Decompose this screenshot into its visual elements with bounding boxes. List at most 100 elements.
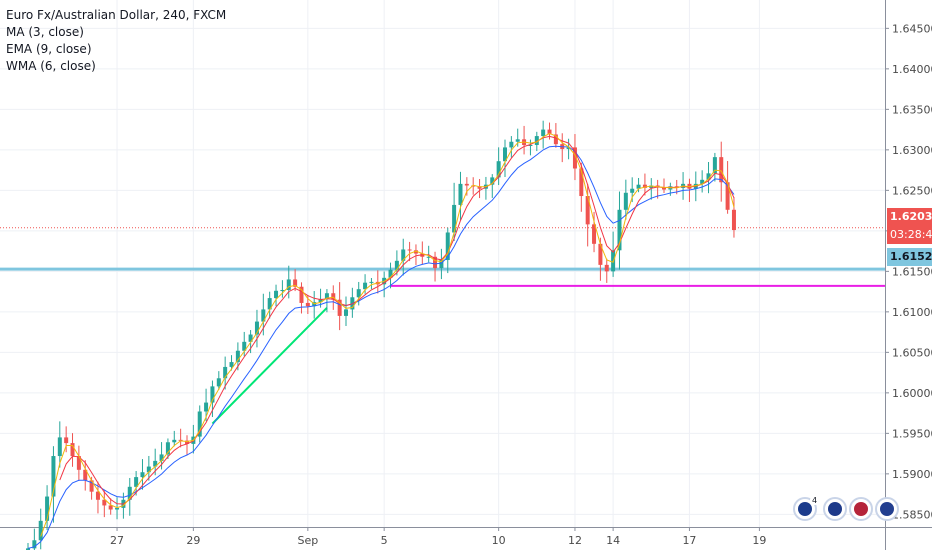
price-tick-label-3: 1.63000 bbox=[892, 144, 932, 157]
candle-body-69 bbox=[464, 183, 469, 186]
candle-body-66 bbox=[445, 232, 450, 261]
candle-body-97 bbox=[642, 184, 647, 188]
candle-body-67 bbox=[452, 204, 457, 233]
candle-body-80 bbox=[534, 136, 539, 145]
time-tick-label-5: 12 bbox=[568, 534, 582, 547]
candle-body-30 bbox=[216, 378, 221, 387]
candle-body-5 bbox=[57, 437, 62, 457]
candle-body-6 bbox=[64, 437, 69, 444]
candle-body-74 bbox=[496, 161, 501, 178]
candle-body-23 bbox=[172, 439, 177, 443]
candle-body-59 bbox=[401, 249, 406, 261]
candle-body-36 bbox=[254, 321, 259, 335]
candle-body-18 bbox=[140, 472, 145, 478]
time-tick-label-2: Sep bbox=[297, 534, 318, 547]
candle-body-75 bbox=[503, 147, 507, 162]
candle-body-2 bbox=[38, 520, 43, 541]
candle-body-94 bbox=[623, 192, 628, 210]
time-tick-label-0: 27 bbox=[110, 534, 124, 547]
candle-body-19 bbox=[146, 466, 151, 473]
price-tick-label-11: 1.59000 bbox=[892, 468, 932, 481]
time-tick-label-8: 19 bbox=[752, 534, 766, 547]
candle-body-95 bbox=[630, 188, 635, 193]
candle-body-17 bbox=[134, 477, 139, 487]
price-tick-label-7: 1.61000 bbox=[892, 306, 932, 319]
candle-body-86 bbox=[572, 147, 577, 169]
candle-body-31 bbox=[223, 366, 228, 379]
event-flag-aud-icon[interactable] bbox=[823, 497, 847, 521]
candle-body-14 bbox=[115, 507, 120, 510]
candle-body-109 bbox=[719, 157, 724, 183]
legend-title[interactable]: Euro Fx/Australian Dollar, 240, FXCM bbox=[6, 8, 227, 22]
candle-body-82 bbox=[547, 129, 552, 135]
candle-body-89 bbox=[592, 224, 597, 244]
candle-body-96 bbox=[636, 184, 641, 189]
legend-ema[interactable]: EMA (9, close) bbox=[6, 42, 92, 56]
candle-body-21 bbox=[159, 454, 164, 461]
candle-body-63 bbox=[426, 256, 431, 258]
candle-body-108 bbox=[712, 157, 717, 174]
candle-body-28 bbox=[204, 402, 209, 412]
candle-body-38 bbox=[267, 298, 272, 310]
price-tick-label-12: 1.58500 bbox=[892, 508, 932, 521]
candle-body-106 bbox=[700, 179, 705, 184]
event-flag-aud-icon-2[interactable] bbox=[849, 497, 873, 521]
candle-body-53 bbox=[363, 282, 368, 290]
candle-body-35 bbox=[248, 334, 253, 342]
candle-body-83 bbox=[553, 134, 558, 145]
candle-body-33 bbox=[235, 350, 240, 363]
time-tick-label-6: 14 bbox=[606, 534, 620, 547]
price-tick-label-2: 1.63500 bbox=[892, 103, 932, 116]
event-flag-eur-icon[interactable]: 4 bbox=[793, 496, 820, 521]
candle-body-10 bbox=[89, 480, 94, 492]
candle-body-13 bbox=[108, 505, 113, 510]
event-count-badge: 4 bbox=[810, 496, 820, 505]
candle-body-1 bbox=[32, 540, 37, 549]
event-flag-aud-icon-3[interactable] bbox=[875, 497, 899, 521]
candle-body-46 bbox=[318, 298, 323, 303]
candle-body-111 bbox=[731, 209, 736, 231]
candle-body-71 bbox=[477, 186, 482, 189]
last-price-tag: 1.62038 bbox=[887, 208, 932, 226]
candle-body-47 bbox=[324, 293, 329, 299]
candle-body-68 bbox=[458, 183, 463, 205]
candle-body-50 bbox=[344, 309, 348, 316]
candle-body-44 bbox=[305, 302, 310, 307]
candle-body-87 bbox=[579, 168, 584, 197]
candle-body-100 bbox=[662, 187, 666, 190]
candle-body-91 bbox=[604, 264, 609, 272]
legend-ma[interactable]: MA (3, close) bbox=[6, 25, 84, 39]
candle-body-25 bbox=[185, 440, 189, 444]
candle-body-32 bbox=[229, 362, 234, 367]
candle-body-79 bbox=[528, 144, 533, 146]
candle-body-22 bbox=[165, 442, 170, 455]
legend-wma[interactable]: WMA (6, close) bbox=[6, 59, 96, 73]
candle-body-70 bbox=[471, 185, 476, 187]
candle-body-73 bbox=[490, 177, 495, 185]
candle-body-3 bbox=[45, 496, 50, 521]
candle-body-77 bbox=[515, 139, 520, 142]
candle-body-49 bbox=[337, 299, 342, 316]
candle-body-65 bbox=[439, 260, 444, 269]
ma-line bbox=[40, 132, 735, 537]
price-tick-label-8: 1.60500 bbox=[892, 346, 932, 359]
bar-countdown-tag: 03:28:41 bbox=[887, 226, 932, 244]
wma-line bbox=[59, 135, 735, 505]
candle-body-27 bbox=[197, 411, 202, 437]
level-price-tag: 1.61527 bbox=[887, 248, 932, 266]
candle-body-0 bbox=[26, 548, 30, 550]
candle-body-12 bbox=[102, 499, 107, 506]
candle-body-43 bbox=[299, 286, 304, 303]
candle-body-9 bbox=[83, 469, 88, 481]
candle-body-11 bbox=[95, 491, 100, 500]
candle-body-110 bbox=[725, 182, 730, 210]
price-tick-label-4: 1.62500 bbox=[892, 184, 932, 197]
candle-body-88 bbox=[585, 196, 590, 225]
price-tick-label-1: 1.64000 bbox=[892, 63, 932, 76]
candle-body-20 bbox=[153, 460, 158, 467]
candle-body-41 bbox=[286, 279, 291, 290]
candle-body-60 bbox=[407, 249, 412, 251]
candle-body-24 bbox=[178, 439, 183, 441]
